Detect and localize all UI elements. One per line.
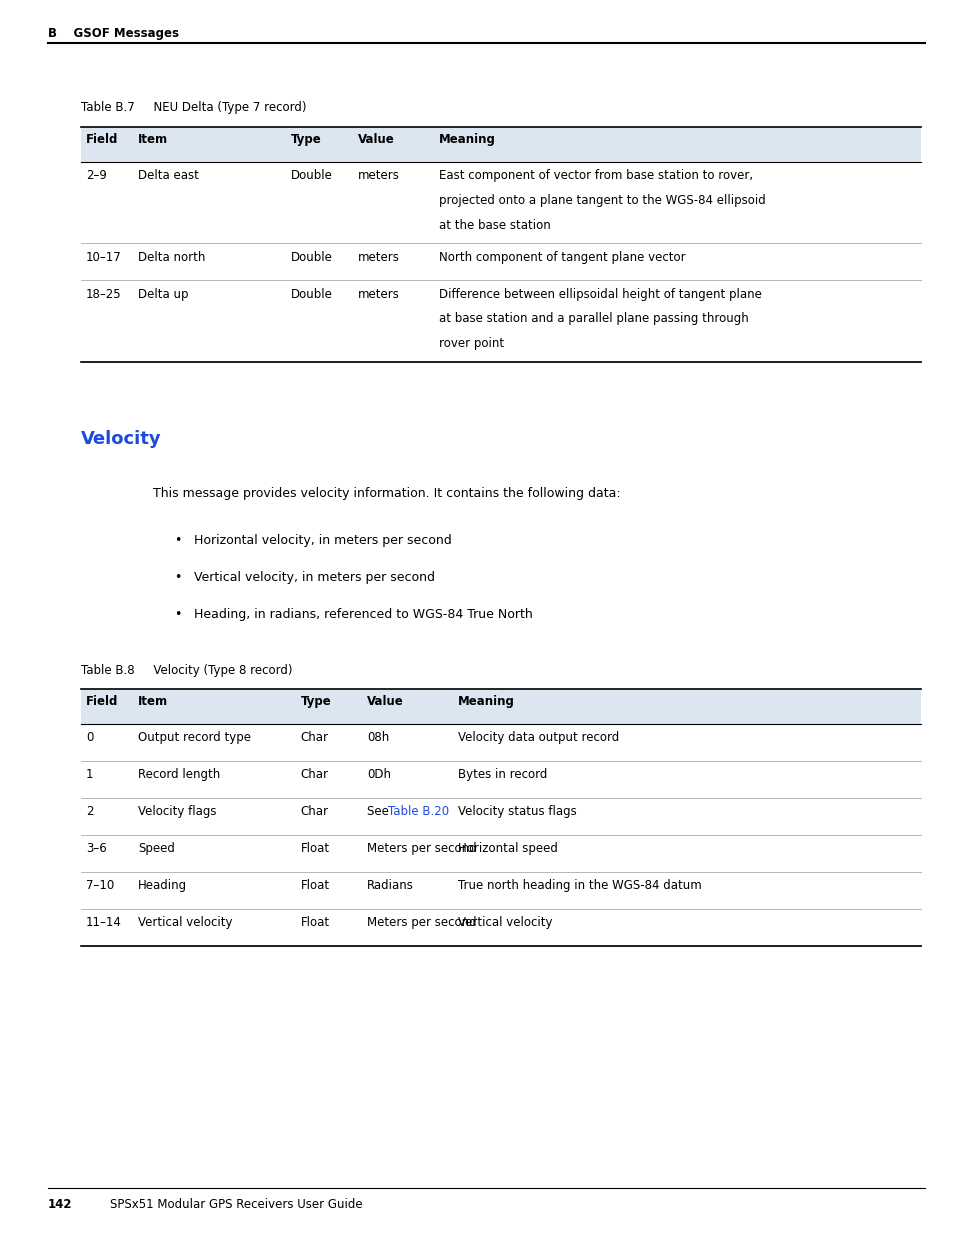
Text: Float: Float [300,842,330,856]
Text: Heading, in radians, referenced to WGS-84 True North: Heading, in radians, referenced to WGS-8… [193,608,532,621]
Text: Table B.20: Table B.20 [388,805,449,819]
Text: meters: meters [357,251,399,264]
Text: •: • [174,608,182,621]
Text: 0Dh: 0Dh [367,768,391,782]
Text: Value: Value [357,133,395,147]
Text: 3–6: 3–6 [86,842,107,856]
Text: •: • [174,571,182,584]
Text: 2: 2 [86,805,93,819]
Text: at the base station: at the base station [438,219,550,232]
Text: at base station and a parallel plane passing through: at base station and a parallel plane pas… [438,312,748,326]
Bar [81,689,920,724]
Text: meters: meters [357,288,399,301]
Text: Radians: Radians [367,879,414,893]
Text: East component of vector from base station to rover,: East component of vector from base stati… [438,169,752,183]
Text: Table B.8     Velocity (Type 8 record): Table B.8 Velocity (Type 8 record) [81,664,293,678]
Text: Type: Type [291,133,321,147]
Text: Double: Double [291,251,333,264]
Text: projected onto a plane tangent to the WGS-84 ellipsoid: projected onto a plane tangent to the WG… [438,194,765,207]
Text: 08h: 08h [367,731,389,745]
Text: Record length: Record length [138,768,220,782]
Text: 7–10: 7–10 [86,879,114,893]
Text: Item: Item [138,695,169,709]
Text: Horizontal velocity, in meters per second: Horizontal velocity, in meters per secon… [193,534,451,547]
Text: 11–14: 11–14 [86,916,122,930]
Text: •: • [174,534,182,547]
Text: Double: Double [291,169,333,183]
Text: Float: Float [300,916,330,930]
Text: Type: Type [300,695,331,709]
Text: 1: 1 [86,768,93,782]
Text: Vertical velocity, in meters per second: Vertical velocity, in meters per second [193,571,435,584]
Text: Meaning: Meaning [457,695,515,709]
Text: Velocity: Velocity [81,430,162,448]
Text: Output record type: Output record type [138,731,251,745]
Text: Value: Value [367,695,404,709]
Text: rover point: rover point [438,337,503,351]
Text: Speed: Speed [138,842,175,856]
Text: Double: Double [291,288,333,301]
Text: Velocity data output record: Velocity data output record [457,731,618,745]
Text: Velocity flags: Velocity flags [138,805,216,819]
Text: Char: Char [300,768,328,782]
Text: Meaning: Meaning [438,133,496,147]
Text: Char: Char [300,731,328,745]
Text: Delta east: Delta east [138,169,199,183]
Text: B    GSOF Messages: B GSOF Messages [48,27,178,41]
Text: Meters per second: Meters per second [367,842,476,856]
Text: 2–9: 2–9 [86,169,107,183]
Text: Heading: Heading [138,879,187,893]
Text: Velocity status flags: Velocity status flags [457,805,576,819]
Text: meters: meters [357,169,399,183]
Text: 142: 142 [48,1198,72,1212]
Text: Vertical velocity: Vertical velocity [138,916,233,930]
Text: Char: Char [300,805,328,819]
Text: North component of tangent plane vector: North component of tangent plane vector [438,251,685,264]
Text: This message provides velocity information. It contains the following data:: This message provides velocity informati… [152,487,619,500]
Text: 18–25: 18–25 [86,288,121,301]
Text: Bytes in record: Bytes in record [457,768,547,782]
Text: See: See [367,805,393,819]
Text: Field: Field [86,695,118,709]
Text: Difference between ellipsoidal height of tangent plane: Difference between ellipsoidal height of… [438,288,760,301]
Text: Field: Field [86,133,118,147]
Text: 0: 0 [86,731,93,745]
Text: True north heading in the WGS-84 datum: True north heading in the WGS-84 datum [457,879,701,893]
Text: Meters per second: Meters per second [367,916,476,930]
Text: Delta north: Delta north [138,251,206,264]
Text: Vertical velocity: Vertical velocity [457,916,552,930]
Text: SPSx51 Modular GPS Receivers User Guide: SPSx51 Modular GPS Receivers User Guide [110,1198,362,1212]
Text: Item: Item [138,133,169,147]
Text: Delta up: Delta up [138,288,189,301]
Text: Float: Float [300,879,330,893]
Text: Horizontal speed: Horizontal speed [457,842,558,856]
Text: Table B.7     NEU Delta (Type 7 record): Table B.7 NEU Delta (Type 7 record) [81,101,306,115]
Bar [81,127,920,162]
Text: 10–17: 10–17 [86,251,121,264]
